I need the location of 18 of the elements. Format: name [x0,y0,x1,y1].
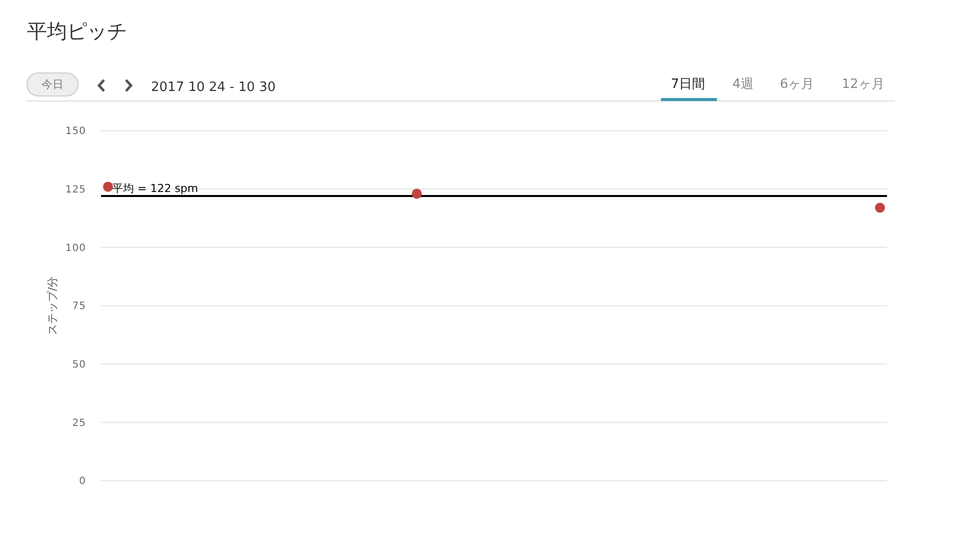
chart-title: 平均ピッチ [27,19,127,43]
text: 12ヶ月 [842,77,884,92]
text: 今日 [42,78,64,91]
y-tick-label: 50 [72,360,86,371]
y-tick-label: 25 [72,418,86,429]
text: 4週 [732,77,754,92]
y-tick-label: 0 [79,476,86,488]
text: 7日間 [670,77,706,92]
point [874,202,885,213]
ref-line-label: 平均 = 122 spm [112,182,198,196]
y-axis-title: ステップ/分 [46,276,59,336]
text: 6ヶ月 [780,77,814,92]
y-tick-label: 100 [65,242,86,254]
point [412,188,422,199]
y-tick-label: 150 [65,126,86,138]
y-tick-label: 125 [65,184,86,196]
chart-subtitle: 2017 10 24 - 10 30 [151,80,276,95]
y-tick-label: 75 [72,301,86,312]
